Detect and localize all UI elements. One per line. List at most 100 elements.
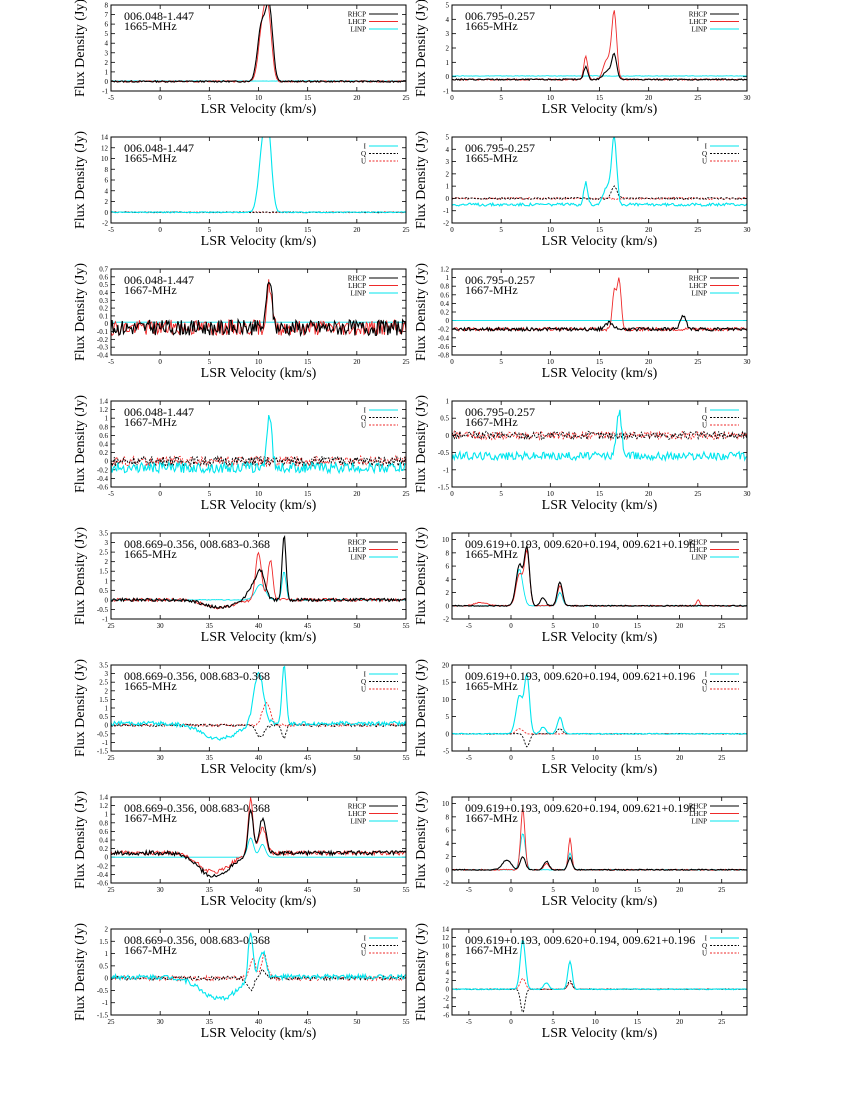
series-group (452, 277, 747, 333)
legend-entry: Q (702, 150, 707, 158)
x-axis-label: LSR Velocity (km/s) (201, 894, 317, 909)
y-tick-label: -1.5 (97, 748, 109, 756)
y-axis-label: Flux Density (Jy) (73, 527, 88, 625)
y-tick-label: 0.1 (99, 312, 108, 320)
x-axis-label: LSR Velocity (km/s) (542, 498, 658, 513)
legend-entry: U (361, 422, 366, 430)
x-tick-label: 5 (551, 886, 555, 894)
y-tick-label: -0.3 (97, 344, 109, 352)
x-tick-label: 20 (353, 94, 361, 102)
spectrum-panel: -2 0 2 4 6 8 10 -5 0 5 10 15 20 25 009.619+0.193, 009.… (414, 791, 748, 909)
y-tick-label: 4 (446, 146, 450, 154)
y-tick-label: 0.2 (99, 845, 108, 853)
y-tick-label: 0.5 (99, 587, 108, 595)
y-tick-label: 8 (446, 813, 450, 821)
y-axis-label: Flux Density (Jy) (414, 395, 429, 493)
y-tick-label: 2.5 (99, 549, 108, 557)
spectrum-panel: -0.6-0.4-0.200.20.40.60.811.21.4 25 30 35 40… (73, 791, 410, 909)
x-tick-label: 55 (403, 622, 411, 630)
x-axis-label: LSR Velocity (km/s) (201, 1026, 317, 1041)
y-tick-label: 1 (105, 811, 109, 819)
y-tick-label: -2 (443, 616, 449, 624)
legend-entry: U (361, 158, 366, 166)
source-label: 006.795-0.257 (465, 405, 535, 419)
y-axis-label: Flux Density (Jy) (73, 131, 88, 229)
series-line-rhcp (111, 281, 406, 338)
y-tick-label: 8 (446, 549, 450, 557)
x-tick-label: 55 (403, 886, 411, 894)
plot-frame (110, 400, 407, 488)
x-tick-label: 15 (634, 886, 642, 894)
plot-frame (110, 268, 407, 356)
series-group (111, 932, 406, 1002)
y-tick-label: 0 (446, 195, 450, 203)
x-tick-label: 40 (255, 622, 263, 630)
y-tick-label: 3.5 (99, 530, 108, 538)
y-tick-label: 6 (105, 21, 109, 29)
y-tick-label: 0.5 (440, 415, 449, 423)
y-axis-label: Flux Density (Jy) (73, 659, 88, 757)
x-tick-label: -5 (108, 94, 114, 102)
x-tick-label: 30 (157, 622, 165, 630)
y-tick-label: -0.4 (97, 871, 109, 879)
x-tick-label: -5 (466, 754, 472, 762)
x-tick-label: 30 (744, 490, 752, 498)
x-tick-label: 10 (255, 490, 263, 498)
series-line-q (452, 430, 747, 441)
y-tick-label: -1 (102, 616, 108, 624)
x-tick-label: 55 (403, 754, 411, 762)
y-axis-label: Flux Density (Jy) (414, 527, 429, 625)
legend-entry: LHCP (348, 546, 366, 554)
y-tick-label: 0 (105, 596, 109, 604)
y-tick-label: 2 (446, 170, 450, 178)
x-tick-label: 30 (157, 886, 165, 894)
x-tick-label: -5 (466, 622, 472, 630)
x-tick-label: 5 (208, 490, 212, 498)
legend-entry: I (364, 935, 367, 943)
x-tick-label: 10 (547, 358, 555, 366)
y-axis-label: Flux Density (Jy) (414, 131, 429, 229)
y-tick-label: -0.2 (97, 862, 109, 870)
y-tick-label: 6 (446, 563, 450, 571)
y-tick-label: 0.4 (440, 300, 449, 308)
x-axis-label: LSR Velocity (km/s) (542, 894, 658, 909)
x-tick-label: 30 (744, 226, 752, 234)
legend-entry: Q (361, 414, 366, 422)
legend-entry: LHCP (689, 546, 707, 554)
series-group (111, 797, 406, 878)
legend-entry: LINP (691, 26, 707, 34)
legend-entry: RHCP (689, 275, 707, 283)
x-tick-label: 25 (694, 358, 702, 366)
y-tick-label: 6 (105, 177, 109, 185)
x-axis-label: LSR Velocity (km/s) (201, 366, 317, 381)
x-tick-label: 0 (509, 886, 513, 894)
x-tick-label: 15 (634, 1018, 642, 1026)
frequency-label: 1665-MHz (124, 547, 177, 561)
y-tick-label: 2 (105, 558, 109, 566)
y-tick-label: -1 (443, 466, 449, 474)
y-axis-label: Flux Density (Jy) (414, 659, 429, 757)
y-tick-label: 3 (446, 30, 450, 38)
x-axis-label: LSR Velocity (km/s) (201, 498, 317, 513)
y-tick-label: 0.2 (440, 309, 449, 317)
y-tick-label: 0.6 (99, 273, 108, 281)
series-line-q (452, 980, 747, 1013)
y-tick-label: 1 (105, 415, 109, 423)
frequency-label: 1665-MHz (465, 151, 518, 165)
source-label: 008.669-0.356, 008.683-0.368 (124, 801, 270, 815)
source-label: 006.795-0.257 (465, 141, 535, 155)
x-tick-label: 15 (596, 358, 604, 366)
y-tick-label: -0.5 (97, 606, 109, 614)
legend-entry: LHCP (348, 810, 366, 818)
x-tick-label: 5 (551, 1018, 555, 1026)
series-line-q (111, 968, 406, 992)
spectrum-panel: -5 0 5 10 15 20 -5 0 5 10 15 20 25 009.619+0.193, 009… (414, 659, 748, 777)
x-tick-label: 15 (596, 490, 604, 498)
x-tick-label: 25 (694, 490, 702, 498)
series-line-q (111, 723, 406, 740)
y-tick-label: -5 (443, 748, 449, 756)
y-tick-label: -0.5 (97, 987, 109, 995)
y-tick-label: 1 (446, 398, 450, 406)
y-tick-label: 0 (105, 975, 109, 983)
y-tick-label: 4 (105, 40, 109, 48)
